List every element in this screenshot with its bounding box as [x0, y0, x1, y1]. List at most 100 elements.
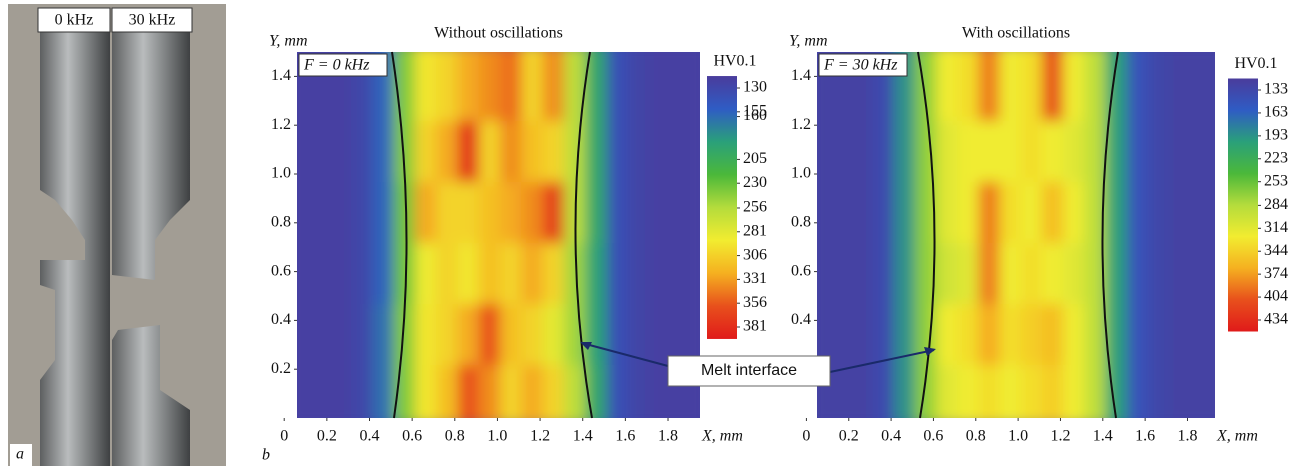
x-axis-label: X, mm — [1216, 428, 1258, 445]
x-tick-label: 1.8 — [1177, 428, 1197, 445]
x-tick-label: 1.2 — [530, 428, 550, 445]
colorbar-tick-label: 230 — [743, 174, 767, 191]
arrow — [581, 342, 669, 367]
label-box — [111, 7, 193, 33]
chart-title: With oscillations — [962, 25, 1070, 42]
colorbar-tick-label: 344 — [1264, 242, 1288, 259]
photo-panel: 0 kHz 30 kHz a — [8, 4, 226, 466]
y-axis-label: Y, mm — [269, 33, 308, 50]
colorbar — [1228, 78, 1258, 332]
colorbar-tick-label: 281 — [743, 222, 767, 239]
colorbar-tick-label: 404 — [1264, 288, 1288, 305]
colorbar-tick-label: 314 — [1264, 219, 1288, 236]
x-tick-label: 0.6 — [923, 428, 943, 445]
y-tick-label: 1.4 — [271, 67, 291, 84]
label-box — [37, 7, 111, 33]
colorbar-tick-label: 434 — [1264, 311, 1288, 328]
x-tick-label: 1.6 — [615, 428, 635, 445]
y-tick-label: 0.6 — [271, 262, 291, 279]
colorbar-tick-label: 331 — [743, 270, 767, 287]
colorbar-tick-label: 163 — [1264, 104, 1288, 121]
colorbar-tick-label: 130 — [743, 79, 767, 96]
x-tick-label: 0 — [280, 428, 288, 445]
label-box — [10, 444, 32, 466]
photo-label: 30 kHz — [129, 12, 176, 29]
colorbar-tick-label: 193 — [1264, 127, 1288, 144]
x-tick-label: 1.4 — [1093, 428, 1113, 445]
heatmap — [817, 52, 1215, 418]
y-tick-label: 1.2 — [271, 116, 291, 133]
inset-label: F = 30 kHz — [823, 57, 898, 74]
x-tick-label: 1.0 — [487, 428, 507, 445]
y-tick-label: 1.4 — [791, 67, 811, 84]
heatmap-cell — [670, 52, 700, 121]
heatmap-cells — [817, 52, 1215, 418]
x-tick-label: 0.6 — [402, 428, 422, 445]
colorbar-tick-label: 381 — [743, 318, 767, 335]
specimen — [112, 325, 190, 466]
colorbar — [707, 76, 737, 339]
arrow — [829, 349, 935, 373]
inset-label: F = 0 kHz — [303, 57, 370, 74]
heatmap-cells — [297, 52, 700, 418]
y-tick-label: 1.0 — [271, 165, 291, 182]
colorbar-tick-label: 155 — [743, 102, 767, 119]
x-tick-label: 1.4 — [573, 428, 593, 445]
chart-title: Without oscillations — [434, 25, 563, 42]
y-tick-label: 1.0 — [791, 165, 811, 182]
inset-box — [298, 53, 388, 77]
annotation-box — [667, 355, 831, 387]
x-tick-label: 0.8 — [966, 428, 986, 445]
y-tick-label: 0.4 — [271, 311, 291, 328]
heatmap-cell — [1190, 52, 1215, 121]
colorbar-tick-label: 253 — [1264, 172, 1288, 189]
melt-interface-line — [917, 51, 936, 419]
inset-box — [818, 53, 908, 77]
specimen — [112, 30, 190, 280]
y-tick-label: 0.8 — [271, 213, 291, 230]
x-tick-label: 0.4 — [359, 428, 379, 445]
x-tick-label: 0.2 — [317, 428, 337, 445]
y-tick-label: 0.8 — [791, 213, 811, 230]
annotation: Melt interface — [701, 362, 797, 379]
x-tick-label: 1.6 — [1135, 428, 1155, 445]
melt-interface-line — [1101, 51, 1119, 419]
x-axis-label: X, mm — [701, 428, 743, 445]
specimen — [40, 30, 110, 330]
colorbar-tick-label: 356 — [743, 294, 767, 311]
specimen — [40, 260, 110, 466]
x-tick-label: 1.2 — [1050, 428, 1070, 445]
arrow-head — [924, 347, 936, 356]
charts: Without oscillations Y, mm X, mm F = 0 kHz 0… — [269, 25, 1288, 445]
colorbar-tick-label: 256 — [743, 199, 767, 216]
colorbar-tick-label: 160 — [743, 107, 767, 124]
colorbar-tick-label: 133 — [1264, 81, 1288, 98]
y-tick-label: 0.2 — [271, 360, 291, 377]
photo-label: 0 kHz — [55, 12, 94, 29]
colorbar-title: HV0.1 — [1234, 55, 1277, 72]
arrow-head — [580, 342, 592, 350]
colorbar-tick-label: 223 — [1264, 149, 1288, 166]
colorbar-tick-label: 205 — [743, 150, 767, 167]
x-tick-label: 1.8 — [658, 428, 678, 445]
melt-interface-line — [574, 51, 593, 419]
colorbar-tick-label: 306 — [743, 246, 767, 263]
y-tick-label: 0.6 — [791, 262, 811, 279]
x-tick-label: 0.4 — [881, 428, 901, 445]
x-tick-label: 1.0 — [1008, 428, 1028, 445]
y-tick-label: 1.2 — [791, 116, 811, 133]
colorbar-tick-label: 374 — [1264, 265, 1288, 282]
x-tick-label: 0.2 — [839, 428, 859, 445]
panel-label: b — [262, 447, 270, 464]
heatmap — [297, 52, 700, 418]
melt-interface-line — [391, 51, 408, 419]
x-tick-label: 0.8 — [445, 428, 465, 445]
y-tick-label: 0.4 — [791, 311, 811, 328]
overlay: Melt interface — [391, 51, 1119, 419]
panel-label: a — [16, 446, 24, 463]
colorbar-tick-label: 284 — [1264, 196, 1288, 213]
x-tick-label: 0 — [802, 428, 810, 445]
y-axis-label: Y, mm — [789, 33, 828, 50]
